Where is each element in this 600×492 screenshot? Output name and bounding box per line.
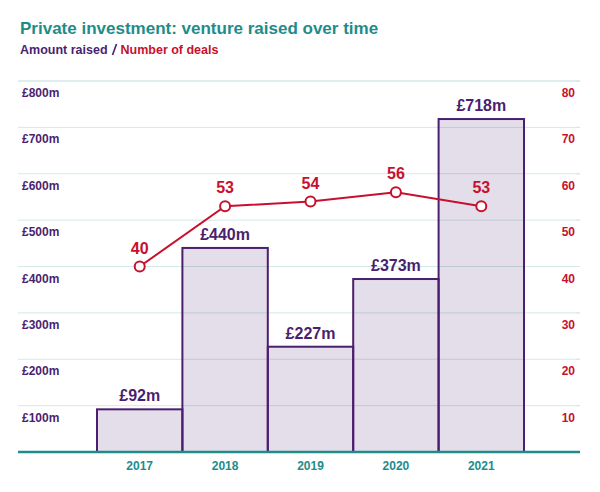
- legend-entry: Number of deals: [121, 43, 219, 57]
- line-marker: [306, 197, 316, 207]
- x-tick-label: 2018: [212, 459, 239, 473]
- line-marker: [135, 262, 145, 272]
- x-axis-line: [18, 451, 580, 454]
- line-data-label: 56: [387, 165, 405, 182]
- x-tick-label: 2020: [383, 459, 410, 473]
- y2-tick: [576, 220, 580, 221]
- y2-tick: [576, 266, 580, 267]
- y2-tick-label: 80: [562, 86, 576, 100]
- y2-tick-label: 50: [562, 225, 576, 239]
- line-marker: [220, 201, 230, 211]
- bar: [353, 279, 438, 452]
- bar-data-label: £718m: [456, 97, 506, 114]
- bar-data-label: £373m: [371, 257, 421, 274]
- line-data-label: 53: [216, 179, 234, 196]
- bar-data-label: £440m: [200, 226, 250, 243]
- bar: [182, 248, 267, 452]
- y2-tick-label: 10: [562, 411, 576, 425]
- y-tick-label: £500m: [22, 225, 59, 239]
- line-data-label: 54: [302, 175, 320, 192]
- y2-tick: [576, 359, 580, 360]
- y2-tick: [576, 405, 580, 406]
- y2-tick-label: 20: [562, 364, 576, 378]
- y2-tick-label: 60: [562, 179, 576, 193]
- marks: [97, 119, 524, 452]
- chart: Private investment: venture raised over …: [0, 0, 600, 492]
- line: [140, 192, 482, 266]
- x-tick-label: 2021: [468, 459, 495, 473]
- y2-tick-label: 40: [562, 272, 576, 286]
- top-range-line: [18, 81, 580, 82]
- y2-tick: [576, 312, 580, 313]
- title: Private investment: venture raised over …: [20, 19, 378, 38]
- grid-line: [18, 81, 580, 82]
- line-data-label: 53: [472, 179, 490, 196]
- y-tick-label: £600m: [22, 179, 59, 193]
- y-tick-label: £200m: [22, 364, 59, 378]
- bar-data-label: £227m: [286, 325, 336, 342]
- bar: [268, 347, 353, 452]
- y2-tick: [576, 173, 580, 174]
- line-marker: [391, 187, 401, 197]
- y-tick-label: £800m: [22, 86, 59, 100]
- y2-tick-label: 70: [562, 132, 576, 146]
- y2-tick: [576, 127, 580, 128]
- legend-entry: Amount raised: [20, 43, 108, 57]
- y-tick-label: £400m: [22, 272, 59, 286]
- y2-tick-label: 30: [562, 318, 576, 332]
- x-tick-label: 2017: [126, 459, 153, 473]
- line-marker: [476, 201, 486, 211]
- legend-separator: [113, 44, 117, 55]
- y-tick-label: £300m: [22, 318, 59, 332]
- line-data-label: 40: [131, 240, 149, 257]
- bar: [97, 409, 182, 452]
- x-tick-label: 2019: [297, 459, 324, 473]
- bar-data-label: £92m: [119, 387, 160, 404]
- y-tick-label: £100m: [22, 411, 59, 425]
- bar: [439, 119, 524, 452]
- y-tick-label: £700m: [22, 132, 59, 146]
